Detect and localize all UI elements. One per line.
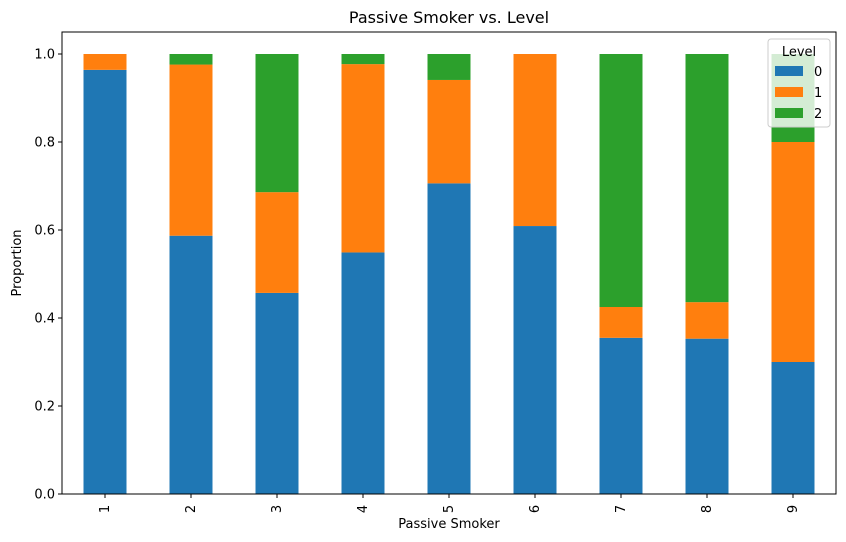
bar-3-level-1 xyxy=(255,192,299,293)
bar-4-level-2 xyxy=(341,54,385,65)
legend-swatch-0 xyxy=(775,66,803,76)
legend-box xyxy=(767,38,831,128)
bar-8-level-2 xyxy=(685,54,729,303)
bar-4-level-0 xyxy=(341,252,385,494)
legend-label-0: 0 xyxy=(814,65,822,80)
x-tick-label: 2 xyxy=(184,505,199,513)
y-tick-label: 0.4 xyxy=(34,312,55,327)
bar-3-level-2 xyxy=(255,54,299,193)
x-tick-label: 3 xyxy=(270,505,285,513)
y-tick-label: 0.2 xyxy=(34,400,55,415)
y-axis: 0.0 0.2 0.4 0.6 0.8 1.0 xyxy=(34,48,62,503)
bar-2-level-0 xyxy=(169,235,213,494)
bar-8-level-0 xyxy=(685,338,729,494)
bar-4-level-1 xyxy=(341,64,385,253)
legend-swatch-1 xyxy=(775,87,803,97)
legend-label-2: 2 xyxy=(814,107,822,122)
x-tick-label: 4 xyxy=(356,505,371,513)
x-tick-label: 8 xyxy=(700,505,715,513)
x-tick-label: 5 xyxy=(442,505,457,513)
x-axis-label: Passive Smoker xyxy=(398,517,500,532)
bar-7-level-0 xyxy=(599,337,643,494)
x-tick-label: 6 xyxy=(528,505,543,513)
bar-7-level-2 xyxy=(599,54,643,307)
x-tick-label: 7 xyxy=(614,505,629,513)
bar-1-level-0 xyxy=(83,69,127,494)
bar-8-level-1 xyxy=(685,302,729,339)
bar-5-level-0 xyxy=(427,183,471,495)
y-tick-label: 1.0 xyxy=(34,48,55,63)
bars-group xyxy=(83,54,815,495)
bar-9-level-0 xyxy=(771,362,815,494)
y-axis-label: Proportion xyxy=(10,229,25,296)
bar-7-level-1 xyxy=(599,307,643,338)
legend: Level 0 1 2 xyxy=(767,38,831,128)
y-tick-label: 0.6 xyxy=(34,224,55,239)
y-tick-label: 0.0 xyxy=(34,488,55,503)
legend-title: Level xyxy=(782,45,816,60)
bar-2-level-1 xyxy=(169,64,213,236)
bar-6-level-1 xyxy=(513,54,557,227)
bar-2-level-2 xyxy=(169,54,213,65)
x-tick-label: 9 xyxy=(786,505,801,513)
y-tick-label: 0.8 xyxy=(34,136,55,151)
bar-5-level-1 xyxy=(427,79,471,184)
bar-6-level-0 xyxy=(513,226,557,495)
bar-9-level-1 xyxy=(771,142,815,362)
x-tick-label: 1 xyxy=(98,505,113,513)
x-axis: 1 2 3 4 5 6 7 8 9 xyxy=(98,494,801,513)
chart-title: Passive Smoker vs. Level xyxy=(349,8,549,27)
bar-1-level-1 xyxy=(83,54,127,70)
legend-swatch-2 xyxy=(775,108,803,118)
legend-label-1: 1 xyxy=(814,86,822,101)
bar-5-level-2 xyxy=(427,54,471,80)
bar-3-level-0 xyxy=(255,292,299,494)
